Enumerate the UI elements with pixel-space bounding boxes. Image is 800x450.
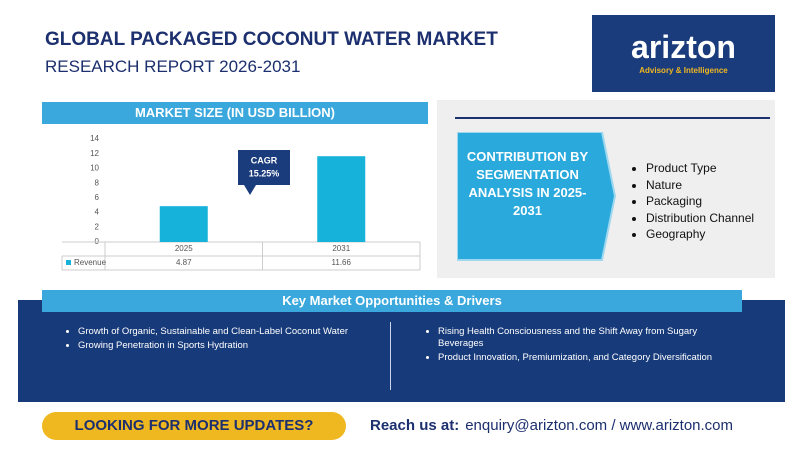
y-tick-label: 14 [90, 134, 99, 143]
table-value: 4.87 [176, 258, 192, 267]
logo-tagline: Advisory & Intelligence [639, 66, 728, 75]
segmentation-list: Product TypeNaturePackagingDistribution … [630, 160, 754, 243]
logo-name: arizton [631, 29, 736, 65]
contact-label: Reach us at: [370, 417, 460, 434]
opportunities-right: Rising Health Consciousness and the Shif… [424, 326, 738, 366]
logo: arizton Advisory & Intelligence [592, 15, 775, 92]
arrow-shape [457, 132, 617, 261]
opportunities-title: Key Market Opportunities & Drivers [42, 290, 742, 312]
x-tick-label: 2031 [332, 244, 350, 253]
opportunity-item: Growing Penetration in Sports Hydration [78, 340, 368, 352]
segment-item: Nature [646, 177, 754, 194]
cagr-annotation: CAGR [251, 155, 278, 165]
legend-swatch [66, 260, 71, 265]
y-tick-label: 10 [90, 164, 99, 173]
chart-title: MARKET SIZE (IN USD BILLION) [42, 102, 428, 124]
subtitle: RESEARCH REPORT 2026-2031 [45, 57, 301, 76]
segment-item: Distribution Channel [646, 210, 754, 227]
legend-label: Revenue [74, 258, 107, 267]
contact: Reach us at: enquiry@arizton.com / www.ar… [370, 417, 733, 434]
chart: 02468101214Revenue20254.87203111.66CAGR1… [61, 134, 421, 271]
contact-info[interactable]: enquiry@arizton.com / www.arizton.com [465, 417, 734, 434]
title: GLOBAL PACKAGED COCONUT WATER MARKET [45, 29, 498, 50]
opportunity-item: Product Innovation, Premiumization, and … [438, 352, 738, 364]
bar [159, 206, 208, 242]
cagr-callout [238, 150, 290, 195]
rule [455, 117, 770, 119]
bar [317, 156, 366, 242]
cta-button[interactable]: LOOKING FOR MORE UPDATES? [42, 412, 346, 440]
opportunity-item: Rising Health Consciousness and the Shif… [438, 326, 738, 350]
opportunity-item: Growth of Organic, Sustainable and Clean… [78, 326, 368, 338]
y-tick-label: 4 [95, 208, 100, 217]
divider [390, 322, 391, 390]
y-tick-label: 12 [90, 149, 99, 158]
segment-item: Product Type [646, 160, 754, 177]
opportunities-left: Growth of Organic, Sustainable and Clean… [64, 326, 368, 354]
segmentation-title: CONTRIBUTION BY SEGMENTATION ANALYSIS IN… [466, 149, 589, 218]
y-tick-label: 8 [95, 178, 100, 187]
segment-item: Packaging [646, 193, 754, 210]
opportunities-panel [18, 300, 785, 402]
cagr-annotation: 15.25% [249, 168, 280, 178]
x-tick-label: 2025 [175, 244, 193, 253]
y-tick-label: 2 [95, 222, 100, 231]
segment-item: Geography [646, 226, 754, 243]
y-tick-label: 6 [95, 193, 100, 202]
table-value: 11.66 [332, 258, 352, 267]
